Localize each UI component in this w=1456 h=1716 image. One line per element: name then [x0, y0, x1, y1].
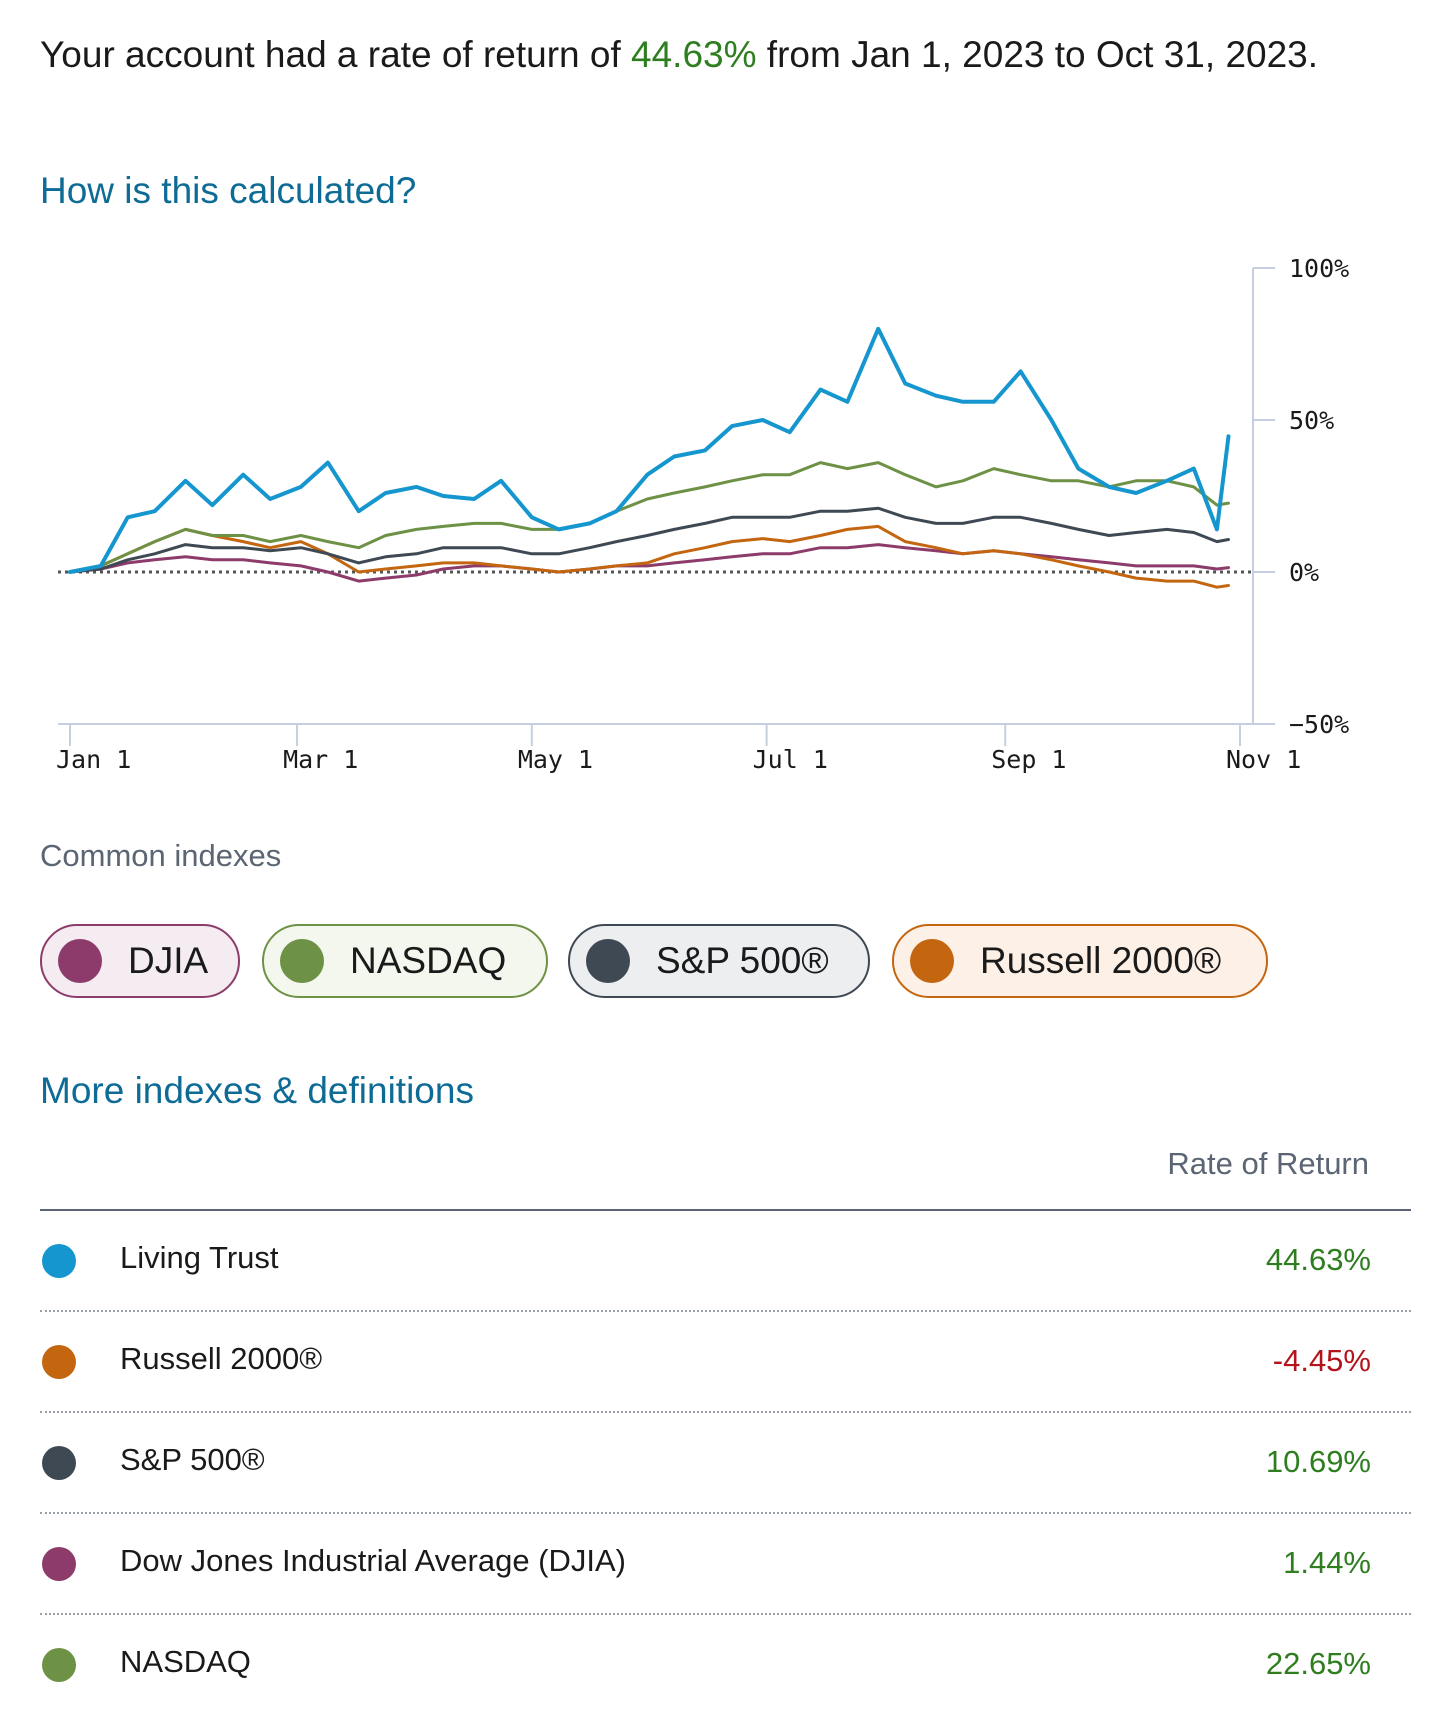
row-name: NASDAQ — [120, 1644, 251, 1679]
y-tick-label: 0% — [1289, 558, 1319, 587]
table-header-rule — [40, 1209, 1411, 1211]
row-color-dot — [42, 1345, 76, 1379]
table-row: Russell 2000® -4.45% — [40, 1313, 1411, 1413]
series-line-russell-2000 — [68, 524, 1230, 589]
row-name: S&P 500® — [120, 1442, 265, 1477]
row-color-dot — [42, 1547, 76, 1581]
chip-russell[interactable]: Russell 2000® — [892, 924, 1268, 998]
russell-color-dot — [910, 939, 954, 983]
series-line-s-p-500 — [68, 506, 1230, 574]
x-tick-label: May 1 — [518, 745, 593, 774]
series-line-dow-jones-industrial-average-djia — [68, 543, 1230, 583]
sp500-color-dot — [586, 939, 630, 983]
table-row: NASDAQ 22.65% — [40, 1616, 1411, 1716]
chip-djia[interactable]: DJIA — [40, 924, 240, 998]
chip-sp500-label: S&P 500® — [656, 940, 829, 981]
x-tick-label: Nov 1 — [1226, 745, 1301, 774]
chip-nasdaq[interactable]: NASDAQ — [262, 924, 548, 998]
y-tick-label: 50% — [1289, 406, 1334, 435]
table-row: Living Trust 44.63% — [40, 1212, 1411, 1312]
row-value: -4.45% — [1272, 1343, 1371, 1378]
row-value: 1.44% — [1283, 1545, 1371, 1580]
djia-color-dot — [58, 939, 102, 983]
chip-sp500[interactable]: S&P 500® — [568, 924, 870, 998]
row-color-dot — [42, 1648, 76, 1682]
row-value: 22.65% — [1265, 1646, 1371, 1681]
chart-tick-labels: 100% 50% 0% −50% Jan 1 Mar 1 May 1 Jul 1 Sep 1 No… — [56, 254, 1349, 774]
series-line-nasdaq — [68, 461, 1230, 574]
chip-nasdaq-label: NASDAQ — [350, 940, 507, 981]
how-calculated-link[interactable]: How is this calculated? — [40, 170, 417, 211]
chip-djia-label: DJIA — [128, 940, 209, 981]
x-tick-label: Jan 1 — [56, 745, 131, 774]
more-indexes-link[interactable]: More indexes & definitions — [40, 1070, 474, 1111]
chart-axes — [58, 267, 1275, 746]
row-value: 10.69% — [1265, 1444, 1371, 1479]
table-row: S&P 500® 10.69% — [40, 1414, 1411, 1514]
chart-series — [68, 326, 1231, 589]
chip-russell-label: Russell 2000® — [980, 940, 1222, 981]
summary-suffix: from Jan 1, 2023 to Oct 31, 2023. — [756, 34, 1319, 75]
nasdaq-color-dot — [280, 939, 324, 983]
x-tick-label: Jul 1 — [753, 745, 828, 774]
row-divider — [40, 1512, 1411, 1514]
common-indexes-label: Common indexes — [40, 838, 282, 873]
row-color-dot — [42, 1446, 76, 1480]
y-tick-label: 100% — [1289, 254, 1349, 283]
row-name: Dow Jones Industrial Average (DJIA) — [120, 1543, 626, 1578]
row-value: 44.63% — [1265, 1242, 1371, 1277]
row-divider — [40, 1310, 1411, 1312]
series-line-living-trust — [68, 326, 1231, 574]
rate-of-return-header: Rate of Return — [1167, 1146, 1369, 1181]
summary-prefix: Your account had a rate of return of — [40, 34, 632, 75]
summary-rate: 44.63% — [631, 34, 757, 75]
row-name: Russell 2000® — [120, 1341, 323, 1376]
x-tick-label: Sep 1 — [991, 745, 1066, 774]
row-divider — [40, 1613, 1411, 1615]
row-color-dot — [42, 1244, 76, 1278]
y-tick-label: −50% — [1289, 710, 1349, 739]
x-tick-label: Mar 1 — [283, 745, 358, 774]
row-name: Living Trust — [120, 1240, 279, 1275]
row-divider — [40, 1411, 1411, 1413]
return-summary: Your account had a rate of return of 44.… — [40, 26, 1380, 84]
performance-chart: 100% 50% 0% −50% Jan 1 Mar 1 May 1 Jul 1 Sep 1 No… — [56, 254, 1349, 774]
table-row: Dow Jones Industrial Average (DJIA) 1.44… — [40, 1515, 1411, 1615]
